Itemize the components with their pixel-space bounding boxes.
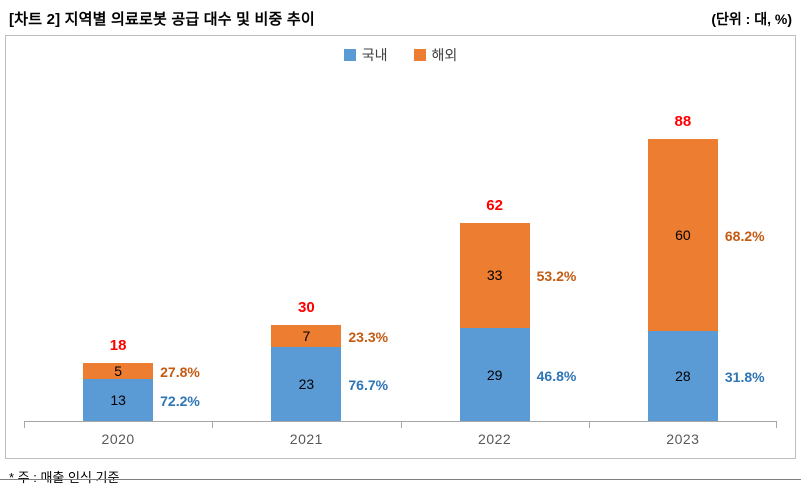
plot-area: 18 5 13 27.8% 72.2% 30 7 23 23.3% 76.7% 62 33 29 53.2…	[24, 72, 777, 428]
chart-title: [차트 2] 지역별 의료로봇 공급 대수 및 비중 추이	[9, 11, 315, 28]
pct-label-domestic: 31.8%	[724, 369, 765, 386]
x-axis-label: 2023	[666, 431, 700, 447]
bar-group-2021: 30 7 23 23.3% 76.7%	[212, 72, 400, 421]
overseas-segment: 60	[647, 139, 718, 332]
x-axis-label: 2020	[101, 431, 135, 447]
legend-label-overseas: 해외	[431, 47, 458, 63]
x-axis-label: 2022	[478, 431, 512, 447]
segment-value: 28	[675, 368, 691, 385]
segment-value: 29	[486, 366, 503, 383]
bottom-rule	[0, 479, 801, 480]
legend-swatch-overseas	[413, 49, 426, 61]
segment-value: 23	[298, 376, 315, 393]
pct-label-domestic: 46.8%	[536, 367, 577, 384]
bar-group-2020: 18 5 13 27.8% 72.2%	[24, 72, 212, 421]
pct-label-overseas: 27.8%	[160, 364, 200, 381]
total-label: 62	[486, 196, 503, 214]
tick-mark	[588, 421, 590, 428]
domestic-segment: 28	[647, 331, 718, 421]
legend-item-overseas: 해외	[413, 45, 458, 65]
x-axis-label: 2021	[289, 431, 323, 447]
tick-mark	[212, 421, 214, 428]
overseas-segment: 7	[271, 325, 342, 348]
overseas-segment: 33	[459, 222, 530, 329]
legend-item-domestic: 국내	[343, 45, 388, 65]
bar-group-2022: 62 33 29 53.2% 46.8%	[401, 72, 589, 421]
total-label: 30	[298, 299, 315, 317]
pct-label-domestic: 72.2%	[160, 393, 200, 410]
total-label: 88	[674, 113, 692, 131]
pct-label-overseas: 53.2%	[536, 268, 577, 285]
total-label: 18	[109, 337, 127, 355]
chart-header: [차트 2] 지역별 의료로봇 공급 대수 및 비중 추이 (단위 : 대, %…	[5, 6, 796, 35]
segment-value: 5	[114, 363, 123, 380]
domestic-segment: 13	[83, 379, 154, 421]
tick-mark	[776, 421, 777, 428]
segment-value: 33	[486, 267, 503, 284]
domestic-segment: 23	[271, 347, 342, 421]
domestic-segment: 29	[459, 328, 530, 421]
pct-label-domestic: 76.7%	[348, 377, 389, 394]
pct-label-overseas: 23.3%	[348, 329, 389, 346]
overseas-segment: 5	[83, 363, 154, 380]
segment-value: 7	[302, 328, 311, 345]
bar-group-2023: 88 60 28 68.2% 31.8%	[589, 72, 777, 421]
legend-swatch-domestic	[343, 49, 356, 61]
segment-value: 13	[110, 392, 126, 409]
chart-area: 국내 해외 18 5 13 27.8% 72.2% 30 7 23 23.3% 76.7% 62 33…	[5, 35, 796, 459]
x-axis: 2020 2021 2022 2023	[24, 422, 777, 456]
pct-label-overseas: 68.2%	[724, 228, 765, 245]
tick-mark	[24, 421, 25, 428]
legend: 국내 해외	[6, 44, 795, 66]
unit-label: (단위 : 대, %)	[711, 11, 792, 27]
legend-label-domestic: 국내	[361, 47, 388, 63]
segment-value: 60	[675, 227, 691, 244]
footnote: * 주 : 매출 인식 기준	[9, 470, 120, 485]
tick-mark	[400, 421, 402, 428]
